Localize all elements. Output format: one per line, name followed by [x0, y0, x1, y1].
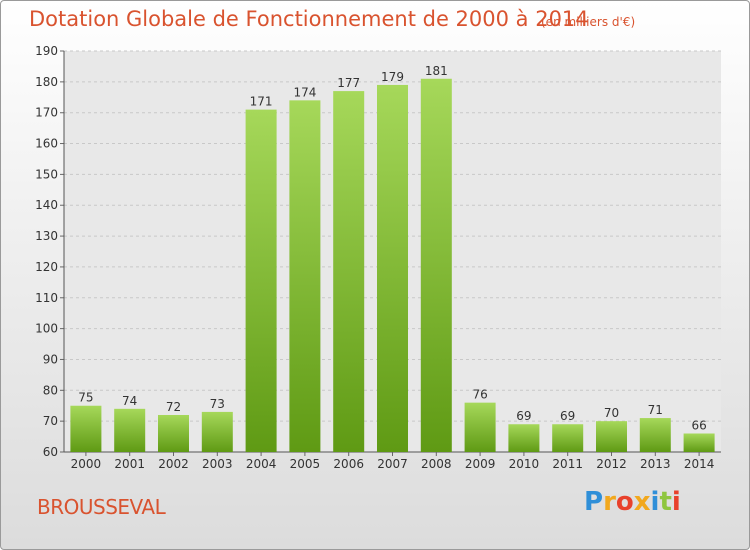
- chart-title: Dotation Globale de Fonctionnement de 20…: [29, 7, 589, 31]
- proxiti-logo: Proxiti: [584, 487, 681, 517]
- logo-letter: x: [633, 487, 651, 517]
- logo-letter: i: [650, 487, 660, 517]
- bar-value-label: 73: [210, 397, 225, 411]
- x-tick-label: 2006: [333, 457, 364, 471]
- logo-letter: P: [584, 487, 604, 517]
- y-tick-label: 160: [35, 137, 58, 151]
- bar-value-label: 76: [472, 388, 487, 402]
- y-tick-label: 190: [35, 44, 58, 58]
- bar: [70, 405, 102, 452]
- y-tick-label: 90: [43, 352, 58, 366]
- bar: [596, 421, 627, 452]
- bar-value-label: 72: [166, 400, 181, 414]
- y-tick-label: 140: [35, 198, 58, 212]
- bar: [114, 408, 146, 452]
- bar: [245, 109, 277, 452]
- bar: [639, 418, 671, 452]
- x-tick-label: 2013: [640, 457, 671, 471]
- logo-letter: o: [615, 487, 634, 517]
- bar: [377, 84, 408, 452]
- x-tick-label: 2011: [552, 457, 583, 471]
- chart-units: (en milliers d'€): [541, 15, 636, 29]
- bar: [289, 100, 321, 452]
- bar-value-label: 177: [337, 76, 360, 90]
- x-tick-label: 2000: [71, 457, 102, 471]
- y-tick-label: 100: [35, 322, 58, 336]
- logo-letter: t: [659, 487, 672, 517]
- x-tick-label: 2004: [246, 457, 277, 471]
- y-tick-label: 60: [43, 445, 58, 459]
- y-tick-label: 110: [35, 291, 58, 305]
- bar: [552, 424, 584, 452]
- bar-value-label: 74: [122, 394, 137, 408]
- bar-value-label: 70: [604, 406, 619, 420]
- y-tick-label: 80: [43, 383, 58, 397]
- x-tick-label: 2007: [377, 457, 408, 471]
- y-tick-label: 150: [35, 167, 58, 181]
- commune-name: BROUSSEVAL: [37, 495, 166, 519]
- x-tick-label: 2003: [202, 457, 233, 471]
- x-tick-label: 2005: [290, 457, 321, 471]
- bar: [201, 411, 233, 452]
- bar-value-label: 69: [560, 409, 575, 423]
- x-tick-label: 2008: [421, 457, 452, 471]
- y-tick-label: 130: [35, 229, 58, 243]
- x-tick-label: 2001: [114, 457, 145, 471]
- bar: [464, 402, 496, 452]
- bar: [158, 414, 189, 452]
- bar-value-label: 71: [648, 403, 663, 417]
- bar-value-label: 179: [381, 70, 404, 84]
- x-tick-label: 2010: [509, 457, 540, 471]
- x-tick-label: 2002: [158, 457, 189, 471]
- bar: [683, 433, 715, 452]
- bar: [508, 424, 540, 452]
- bar-value-label: 174: [293, 85, 316, 99]
- bar: [333, 91, 365, 452]
- y-tick-label: 170: [35, 106, 58, 120]
- y-tick-label: 180: [35, 75, 58, 89]
- x-tick-label: 2009: [465, 457, 496, 471]
- bar-value-label: 66: [691, 418, 706, 432]
- logo-letter: i: [671, 487, 681, 517]
- y-tick-label: 120: [35, 260, 58, 274]
- bar-value-label: 69: [516, 409, 531, 423]
- bar-value-label: 181: [425, 64, 448, 78]
- x-tick-label: 2012: [596, 457, 627, 471]
- logo-letter: r: [603, 487, 616, 517]
- bar: [420, 78, 452, 452]
- y-tick-label: 70: [43, 414, 58, 428]
- bar-value-label: 75: [78, 391, 93, 405]
- bar-value-label: 171: [250, 95, 273, 109]
- x-tick-label: 2014: [684, 457, 715, 471]
